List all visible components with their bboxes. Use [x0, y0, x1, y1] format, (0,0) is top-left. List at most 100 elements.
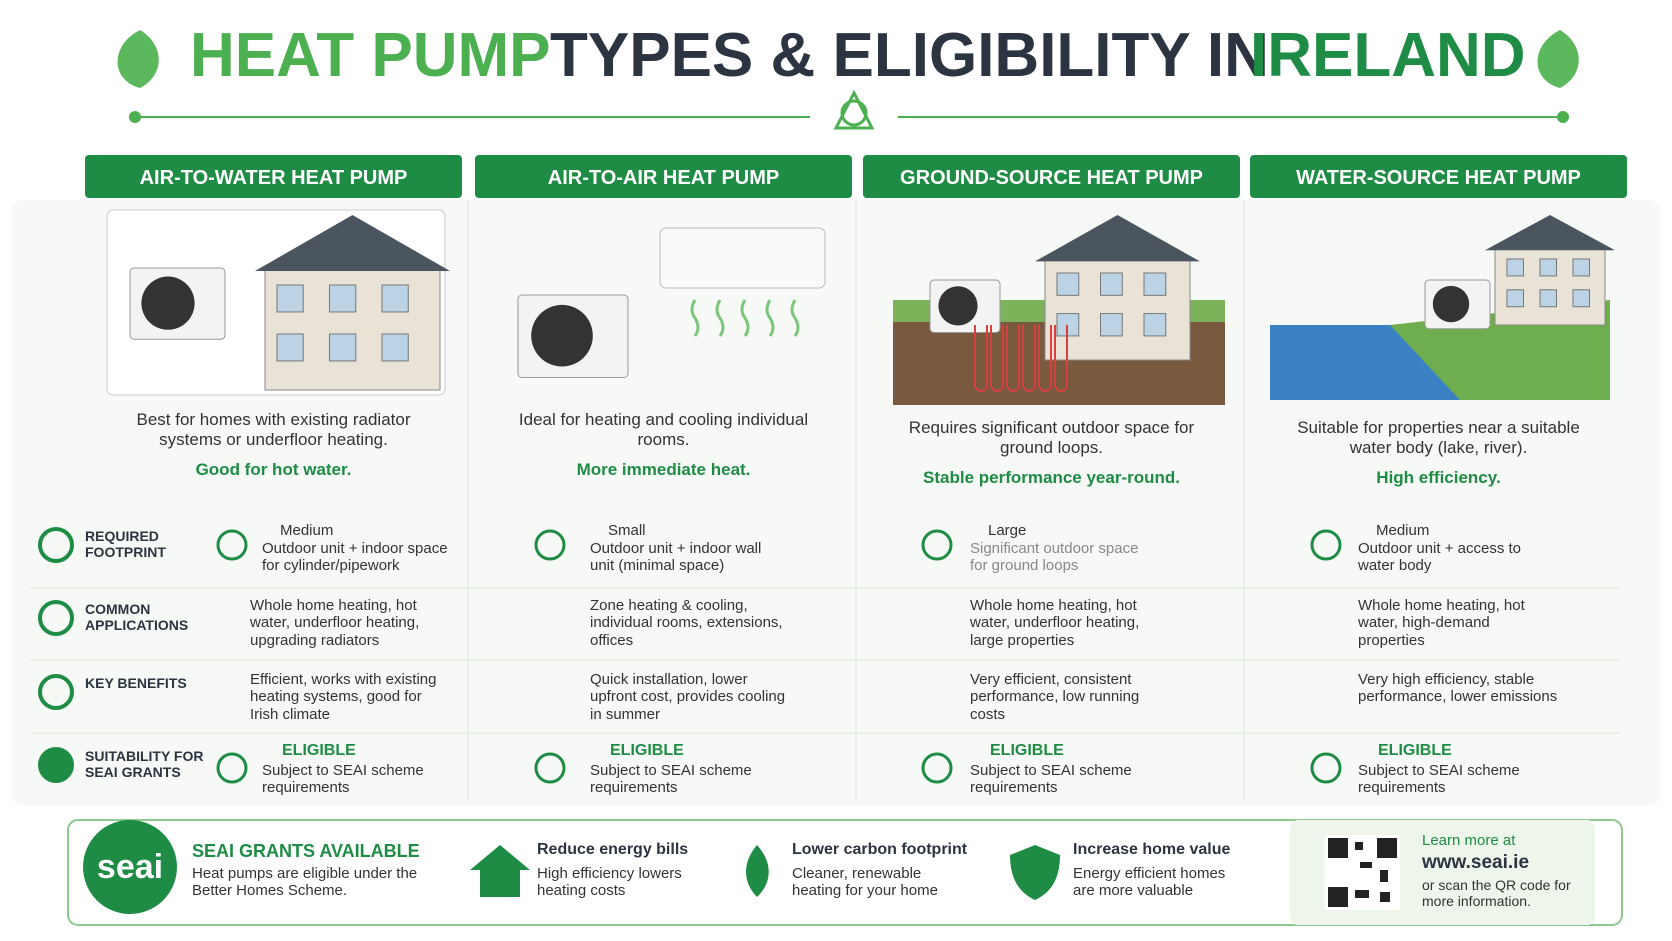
loop [1038, 325, 1052, 392]
logo-text: seai [96, 848, 164, 886]
benefits: Very high efficiency, stable performance… [1358, 671, 1558, 706]
loop [1054, 325, 1068, 392]
airflow [765, 299, 775, 337]
row-label: REQUIRED FOOTPRINT [85, 528, 166, 561]
column-header [85, 155, 462, 198]
window [329, 284, 357, 313]
benefit-title: Reduce energy bills [537, 841, 689, 858]
loop [1006, 325, 1020, 392]
applications: Whole home heating, hot water, high-dema… [1358, 597, 1525, 649]
footprint-detail: Outdoor unit + indoor wall unit (minimal… [590, 540, 762, 575]
footprint-size: Small [608, 522, 646, 539]
fan [1432, 285, 1470, 323]
benefits: Quick installation, lower upfront cost, … [590, 671, 786, 723]
loop [974, 325, 988, 392]
dot [129, 111, 141, 123]
highlight: Good for hot water. [195, 460, 352, 479]
window [1143, 272, 1167, 296]
column-title: AIR-TO-WATER HEAT PUMP [139, 167, 408, 189]
dot [1557, 111, 1569, 123]
description: Requires significant outdoor space for g… [908, 418, 1195, 457]
airflow [740, 299, 750, 337]
fan [141, 276, 195, 330]
window [1506, 258, 1524, 277]
applications: Whole home heating, hot water, underfloo… [970, 597, 1140, 649]
loop [1022, 325, 1036, 392]
eligibility-detail: Subject to SEAI scheme requirements [1358, 762, 1520, 797]
benefit-text: Cleaner, renewable heating for your home [792, 865, 938, 900]
benefits: Very efficient, consistent performance, … [970, 671, 1140, 723]
benefit-text: Energy efficient homes are more valuable [1073, 865, 1226, 900]
window [276, 284, 304, 313]
eligibility-detail: Subject to SEAI scheme requirements [970, 762, 1132, 797]
row-icon [38, 600, 74, 636]
check-icon [534, 752, 566, 784]
window [1143, 313, 1167, 337]
footprint-detail: Outdoor unit + indoor space for cylinder… [262, 540, 448, 575]
footer-box [67, 819, 1623, 926]
window [329, 333, 357, 362]
grants-title: SEAI GRANTS AVAILABLE [192, 841, 420, 861]
description: Best for homes with existing radiator sy… [136, 410, 411, 449]
window [1572, 258, 1590, 277]
row-label: COMMON APPLICATIONS [85, 601, 189, 634]
eligibility-detail: Subject to SEAI scheme requirements [590, 762, 752, 797]
check-icon [921, 529, 953, 561]
footprint-size: Medium [1376, 522, 1430, 539]
footer-icons [470, 845, 1060, 900]
column-header [1250, 155, 1627, 198]
qr-text: or scan the QR code for more information… [1422, 877, 1571, 910]
applications: Zone heating & cooling, individual rooms… [590, 597, 783, 649]
window [276, 333, 304, 362]
fan [938, 286, 978, 326]
column-header [475, 155, 852, 198]
column-title: WATER-SOURCE HEAT PUMP [1296, 167, 1581, 189]
roof [1485, 215, 1615, 251]
benefit-title: Lower carbon footprint [792, 841, 968, 858]
window [1056, 272, 1080, 296]
airflow [790, 299, 800, 337]
title-part: TYPES & ELIGIBILITY IN [550, 21, 1269, 90]
row-icon [38, 674, 74, 710]
window [381, 284, 409, 313]
benefits: Efficient, works with existing heating s… [250, 671, 437, 723]
footprint-size: Large [988, 522, 1027, 539]
check-icon [216, 752, 248, 784]
check-icon [216, 529, 248, 561]
eligibility: ELIGIBLE [1378, 742, 1452, 759]
loop [990, 325, 1004, 392]
url: www.seai.ie [1422, 852, 1530, 873]
check-icon [1310, 529, 1342, 561]
eligibility-detail: Subject to SEAI scheme requirements [262, 762, 424, 797]
applications: Whole home heating, hot water, underfloo… [250, 597, 420, 649]
window [1539, 289, 1557, 308]
indoor-unit [659, 227, 826, 289]
row-dividers [30, 200, 1620, 800]
check-icon [921, 752, 953, 784]
column-title: AIR-TO-AIR HEAT PUMP [547, 167, 780, 189]
highlight: Stable performance year-round. [923, 468, 1180, 487]
highlight: High efficiency. [1376, 468, 1501, 487]
check-icon [534, 529, 566, 561]
window [1539, 258, 1557, 277]
footprint-detail: Significant outdoor space for ground loo… [970, 540, 1139, 575]
knot [833, 89, 875, 130]
column-title: GROUND-SOURCE HEAT PUMP [900, 167, 1203, 189]
eligibility: ELIGIBLE [282, 742, 356, 759]
airflow [715, 299, 725, 337]
window [1572, 289, 1590, 308]
row-label: KEY BENEFITS [85, 675, 187, 691]
window [1100, 272, 1123, 296]
row-icon [38, 527, 74, 563]
leaves [117, 30, 1579, 88]
airflow [690, 299, 700, 337]
seai-logo [83, 820, 177, 914]
highlight: More immediate heat. [576, 460, 751, 479]
eligibility: ELIGIBLE [990, 742, 1064, 759]
column-header [863, 155, 1240, 198]
check-icon [1310, 752, 1342, 784]
fan [531, 304, 593, 367]
window [1506, 289, 1524, 308]
description: Suitable for properties near a suitable … [1297, 418, 1580, 457]
